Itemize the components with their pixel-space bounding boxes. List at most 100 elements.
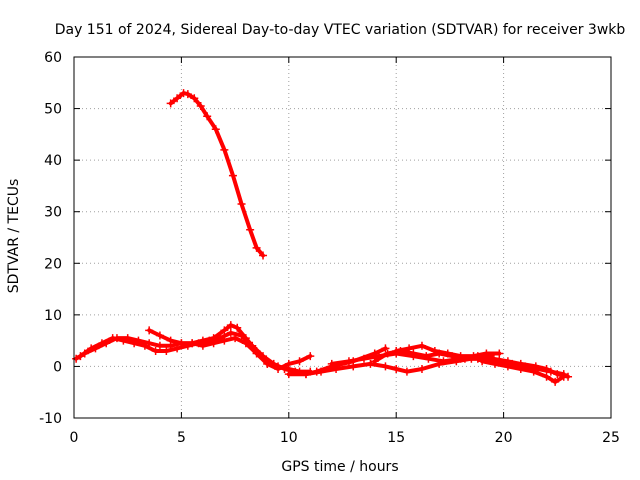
data-point <box>173 344 182 353</box>
data-point <box>108 334 117 343</box>
data-point <box>179 89 188 98</box>
data-point <box>155 341 164 350</box>
data-point <box>228 171 237 180</box>
data-point <box>246 225 255 234</box>
chart-title: Day 151 of 2024, Sidereal Day-to-day VTE… <box>55 22 626 38</box>
data-point <box>529 367 538 376</box>
data-point <box>183 90 192 99</box>
plot-frame <box>73 56 612 419</box>
data-point <box>211 125 220 134</box>
data-point <box>551 377 560 386</box>
x-tick-label: 15 <box>387 430 405 446</box>
data-point <box>198 336 207 345</box>
series-arc-h <box>392 341 504 361</box>
data-point <box>130 339 139 348</box>
data-point <box>166 336 175 345</box>
data-point <box>209 334 218 343</box>
data-point <box>417 341 426 350</box>
data-point <box>349 362 358 371</box>
data-point <box>301 370 310 379</box>
y-tick-label: 40 <box>44 153 62 169</box>
data-point <box>237 199 246 208</box>
data-point <box>370 357 379 366</box>
x-axis-label: GPS time / hours <box>281 459 398 475</box>
data-point <box>469 352 478 361</box>
data-point <box>190 94 199 103</box>
data-point <box>226 321 235 330</box>
y-tick-label: 50 <box>44 102 62 118</box>
data-point <box>422 352 431 361</box>
data-point <box>220 326 229 335</box>
data-point <box>381 362 390 371</box>
x-tick-label: 0 <box>70 430 79 446</box>
data-point <box>531 362 540 371</box>
data-point <box>196 101 205 110</box>
x-tick-label: 20 <box>495 430 513 446</box>
ticks: 0 5 10 15 20 25 -10 0 10 20 30 40 50 60 <box>39 50 620 446</box>
y-tick-label: 0 <box>53 359 62 375</box>
data-point <box>284 370 293 379</box>
data-point <box>553 370 562 379</box>
data-point <box>443 349 452 358</box>
data-point <box>383 349 392 358</box>
data-point <box>151 346 160 355</box>
data-point <box>295 357 304 366</box>
data-point <box>516 365 525 374</box>
data-point <box>284 359 293 368</box>
series-group <box>72 89 573 386</box>
series-line <box>372 349 493 364</box>
data-point <box>203 112 212 121</box>
data-point <box>140 341 149 350</box>
data-point <box>430 346 439 355</box>
data-point <box>456 352 465 361</box>
data-point <box>119 336 128 345</box>
data-point <box>332 365 341 374</box>
data-point <box>226 328 235 337</box>
data-point <box>559 372 568 381</box>
data-point <box>366 359 375 368</box>
data-point <box>220 145 229 154</box>
data-point <box>87 344 96 353</box>
series-arc-g <box>478 357 568 386</box>
x-tick-label: 10 <box>280 430 298 446</box>
data-point <box>162 346 171 355</box>
data-point <box>392 346 401 355</box>
data-point <box>381 344 390 353</box>
data-point <box>417 365 426 374</box>
data-point <box>344 357 353 366</box>
x-tick-label: 25 <box>602 430 620 446</box>
data-point <box>306 352 315 361</box>
data-point <box>177 339 186 348</box>
y-tick-label: 30 <box>44 205 62 221</box>
data-point <box>188 339 197 348</box>
x-tick-label: 5 <box>177 430 186 446</box>
data-point <box>409 349 418 358</box>
data-point <box>166 99 175 108</box>
series-arc-c <box>145 321 315 374</box>
data-point <box>491 359 500 368</box>
data-point <box>402 367 411 376</box>
data-point <box>72 354 81 363</box>
data-point <box>495 349 504 358</box>
y-tick-label: -10 <box>39 411 62 427</box>
data-point <box>263 359 272 368</box>
y-tick-label: 10 <box>44 308 62 324</box>
data-point <box>155 331 164 340</box>
data-point <box>252 243 261 252</box>
series-arc-high <box>166 89 268 260</box>
data-point <box>233 323 242 332</box>
data-point <box>173 94 182 103</box>
data-point <box>542 372 551 381</box>
data-point <box>359 354 368 363</box>
data-point <box>97 339 106 348</box>
y-tick-label: 20 <box>44 256 62 272</box>
data-point <box>145 326 154 335</box>
y-axis-label: SDTVAR / TECUs <box>6 179 22 294</box>
data-point <box>259 251 268 260</box>
y-tick-label: 60 <box>44 50 62 66</box>
data-point <box>252 346 261 355</box>
data-point <box>317 367 326 376</box>
data-point <box>503 362 512 371</box>
data-point <box>392 365 401 374</box>
